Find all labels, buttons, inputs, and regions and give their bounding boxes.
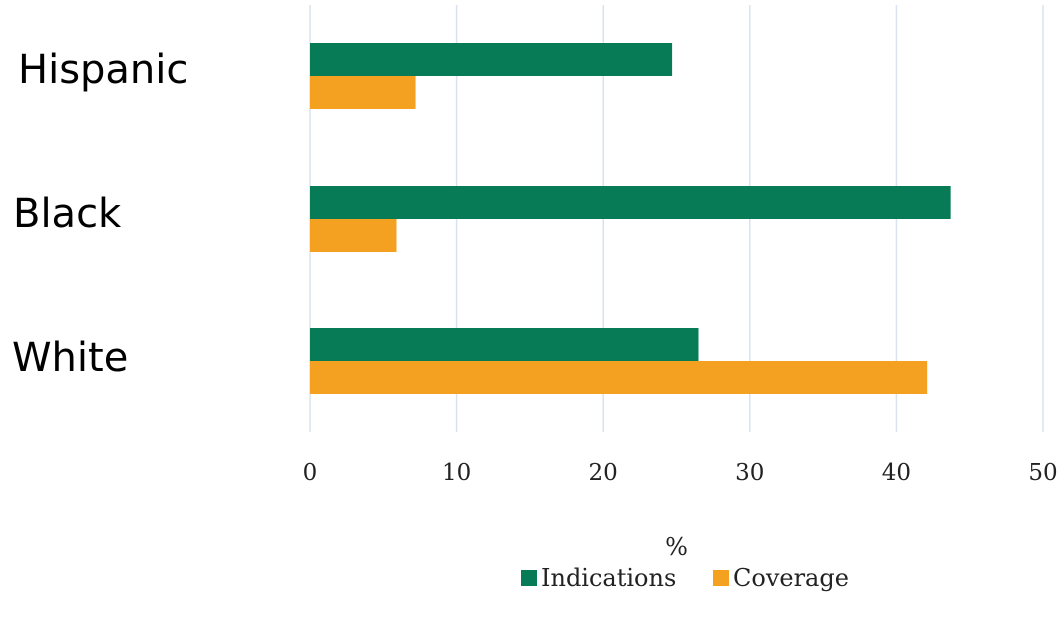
x-tick-label-20: 20 bbox=[589, 460, 618, 486]
legend: Indications Coverage bbox=[521, 564, 849, 592]
bars bbox=[310, 43, 951, 394]
bar-black-indications bbox=[310, 186, 951, 219]
bar-hispanic-coverage bbox=[310, 76, 416, 109]
bar-hispanic-indications bbox=[310, 43, 673, 76]
category-labels: Hispanic Black White bbox=[12, 47, 188, 381]
legend-label-coverage: Coverage bbox=[733, 564, 849, 592]
category-label-black: Black bbox=[13, 191, 122, 237]
x-tick-labels: 0 10 20 30 40 50 bbox=[303, 460, 1058, 486]
category-label-hispanic: Hispanic bbox=[18, 47, 188, 93]
x-tick-label-40: 40 bbox=[882, 460, 911, 486]
x-tick-label-30: 30 bbox=[735, 460, 764, 486]
bar-black-coverage bbox=[310, 219, 397, 252]
bar-white-coverage bbox=[310, 361, 928, 394]
x-axis-title: % bbox=[665, 533, 688, 561]
legend-swatch-indications bbox=[521, 570, 537, 586]
legend-swatch-coverage bbox=[713, 570, 729, 586]
x-tick-label-10: 10 bbox=[442, 460, 471, 486]
x-tick-label-50: 50 bbox=[1028, 460, 1057, 486]
category-label-white: White bbox=[12, 335, 128, 381]
x-tick-label-0: 0 bbox=[303, 460, 318, 486]
legend-label-indications: Indications bbox=[541, 564, 676, 592]
bar-white-indications bbox=[310, 328, 699, 361]
